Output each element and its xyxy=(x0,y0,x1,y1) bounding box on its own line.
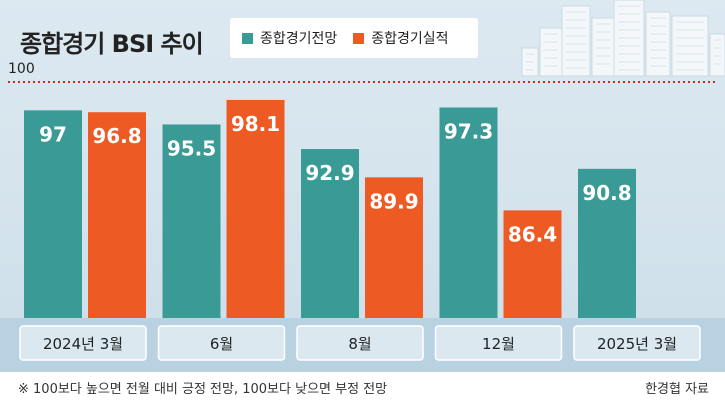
bar-value-label: 98.1 xyxy=(231,112,280,136)
bar-value-label: 95.5 xyxy=(167,136,216,160)
legend-label-actual: 종합경기실적 xyxy=(371,31,449,47)
footnote: ※ 100보다 높으면 전월 대비 긍정 전망, 100보다 낮으면 부정 전망 xyxy=(18,382,388,397)
bar-value-label: 89.9 xyxy=(369,189,418,213)
bar-outlook xyxy=(162,124,221,318)
legend-swatch-actual xyxy=(353,32,365,44)
building-shape xyxy=(709,33,725,77)
bar-actual xyxy=(503,210,562,318)
legend: 종합경기전망 종합경기실적 xyxy=(230,18,478,58)
legend-label-outlook: 종합경기전망 xyxy=(260,31,338,47)
category-label: 6월 xyxy=(210,335,233,353)
bars-layer: 97 96.8 95.5 98.1 92.9 89.9 97.3 86.4 90.8 xyxy=(24,99,636,318)
legend-item-actual: 종합경기실적 xyxy=(353,28,449,48)
bar-outlook xyxy=(24,110,82,318)
building-shape xyxy=(591,17,615,77)
reference-line-label: 100 xyxy=(8,61,35,77)
bar-actual xyxy=(226,99,285,318)
legend-item-outlook: 종합경기전망 xyxy=(242,28,337,48)
bar-value-label: 90.8 xyxy=(582,181,631,205)
bar-value-label: 97.3 xyxy=(444,119,493,143)
legend-swatch-outlook xyxy=(242,32,253,44)
bar-value-label: 97 xyxy=(39,122,67,146)
category-box xyxy=(296,325,424,361)
category-box xyxy=(573,325,701,361)
building-shape xyxy=(561,5,591,77)
bar-outlook xyxy=(439,107,498,318)
category-label: 8월 xyxy=(348,335,371,353)
category-label: 2025년 3월 xyxy=(597,335,677,353)
bar-actual xyxy=(88,112,146,318)
category-label: 12월 xyxy=(482,335,515,353)
building-shape xyxy=(539,27,563,77)
category-label: 2024년 3월 xyxy=(43,335,123,353)
bar-actual xyxy=(365,177,423,318)
bar-value-label: 86.4 xyxy=(508,222,557,246)
bar-value-label: 92.9 xyxy=(305,161,354,185)
buildings-illustration xyxy=(521,0,725,77)
source-credit: 한경협 자료 xyxy=(645,382,709,397)
bar-outlook xyxy=(301,149,359,318)
category-box xyxy=(157,325,286,361)
bar-outlook xyxy=(578,168,636,318)
chart-title: 종합경기 BSI 추이 xyxy=(20,30,204,58)
bar-value-label: 96.8 xyxy=(92,124,141,148)
building-shape xyxy=(645,11,671,77)
category-box xyxy=(19,325,147,361)
category-labels-layer: 2024년 3월 6월 8월 12월 2025년 3월 xyxy=(19,325,701,361)
category-box xyxy=(434,325,563,361)
footer-background xyxy=(0,372,725,404)
